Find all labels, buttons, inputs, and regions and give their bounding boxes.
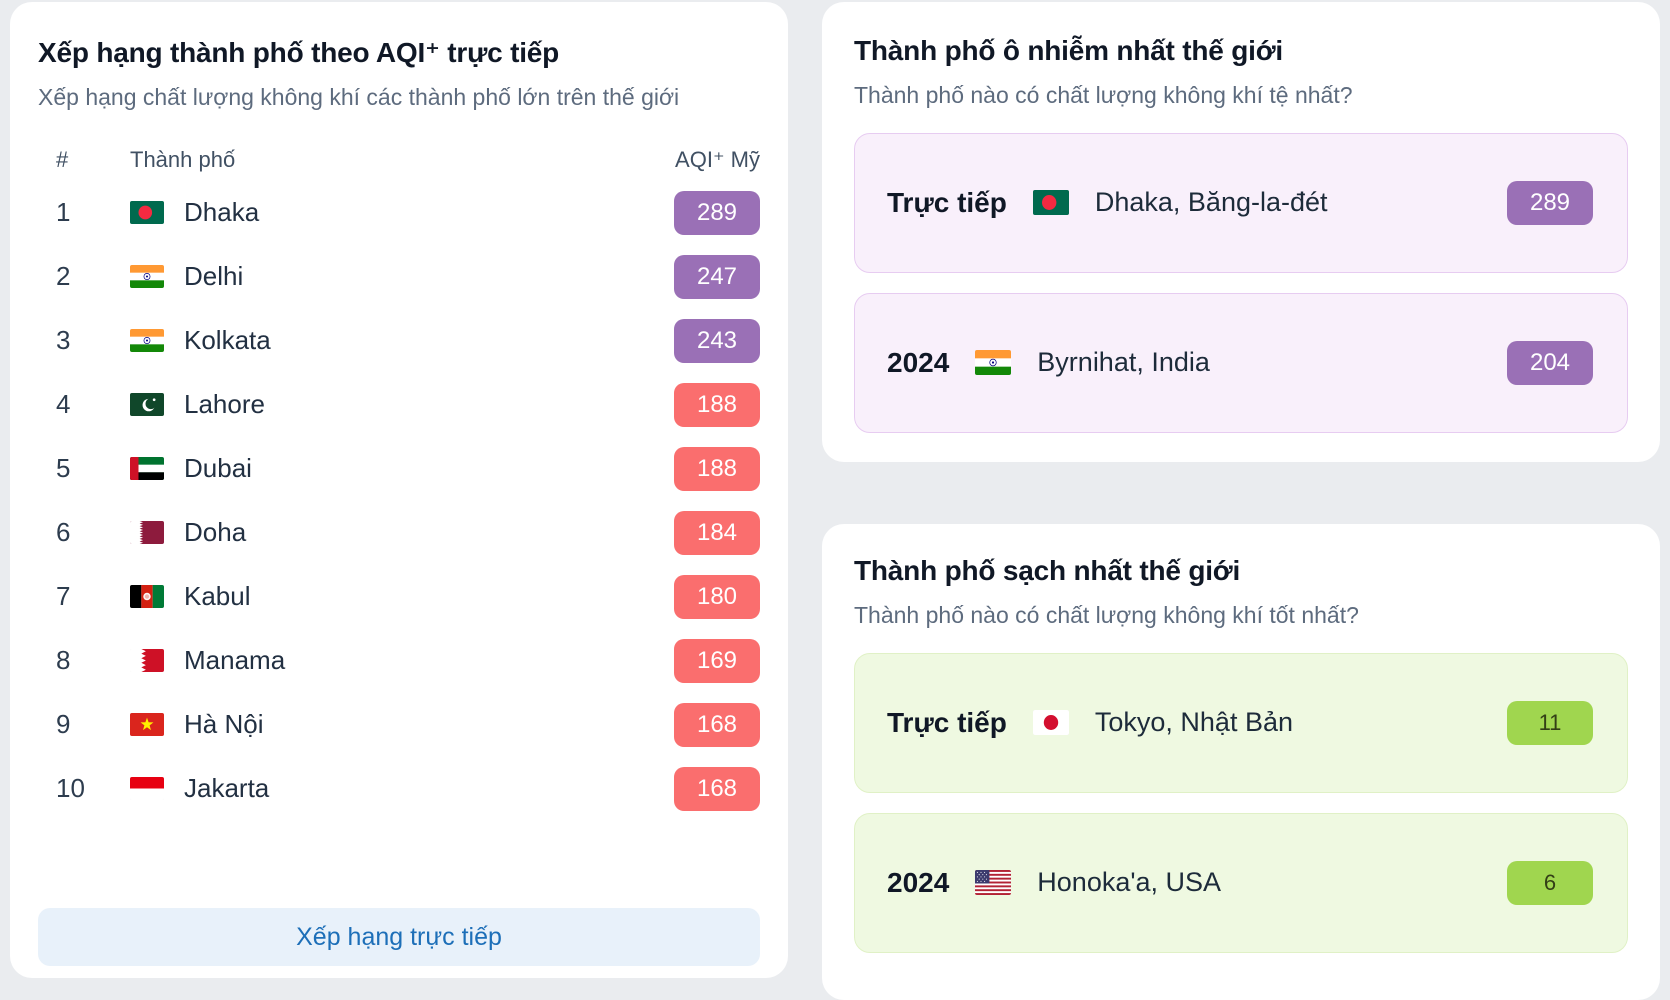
most-polluted-panel: Thành phố ô nhiễm nhất thế giới Thành ph…: [822, 2, 1660, 462]
row-city: Kabul: [184, 581, 251, 612]
card-label: Trực tiếp: [887, 706, 1007, 738]
page-subtitle: Xếp hạng chất lượng không khí các thành …: [38, 83, 680, 110]
row-rank: 1: [56, 197, 71, 228]
ranking-row[interactable]: 3 Kolkata 243: [38, 309, 760, 373]
row-city: Manama: [184, 645, 286, 676]
cleanest-cards: Trực tiếp Tokyo, Nhật Bản 11 2024 Honoka'a, …: [854, 652, 1628, 953]
aqi-badge: 184: [674, 510, 760, 555]
table-header: # Thành phố AQI⁺ Mỹ: [38, 147, 760, 173]
column-header-rank: #: [56, 146, 69, 172]
card-city: Byrnihat, India: [1037, 347, 1210, 378]
ranking-row[interactable]: 5 Dubai 188: [38, 437, 760, 501]
ranking-rows: 1 Dhaka 289 2 Delhi 247 3 Kolkata 243 4 Lahore 188 5…: [38, 181, 760, 821]
live-ranking-link[interactable]: Xếp hạng trực tiếp: [38, 908, 760, 966]
flag-bh-icon: [130, 649, 164, 673]
ranking-row[interactable]: 2 Delhi 247: [38, 245, 760, 309]
aqi-badge: 168: [674, 702, 760, 747]
ranking-row[interactable]: 9 Hà Nội 168: [38, 693, 760, 757]
row-city: Dhaka: [184, 197, 260, 228]
row-city: Hà Nội: [184, 709, 264, 740]
row-city: Doha: [184, 517, 247, 548]
row-rank: 6: [56, 517, 71, 548]
flag-vn-icon: [130, 713, 164, 737]
row-city: Dubai: [184, 453, 252, 484]
aqi-badge: 243: [674, 318, 760, 363]
flag-jp-icon: [1032, 710, 1069, 736]
flag-in-icon: [130, 265, 164, 289]
aqi-badge: 11: [1507, 700, 1593, 745]
card-city: Tokyo, Nhật Bản: [1094, 707, 1293, 738]
flag-qa-icon: [130, 521, 164, 545]
cleanest-panel: Thành phố sạch nhất thế giới Thành phố n…: [822, 524, 1660, 1000]
most-polluted-cards: Trực tiếp Dhaka, Băng-la-đét 289 2024 Byrnih…: [854, 132, 1628, 433]
flag-bd-icon: [130, 201, 164, 225]
aqi-badge: 169: [674, 638, 760, 683]
flag-us-icon: [975, 870, 1012, 896]
row-rank: 7: [56, 581, 71, 612]
page-title: Xếp hạng thành phố theo AQI⁺ trực tiếp: [38, 37, 560, 68]
column-header-aqi: AQI⁺ Mỹ: [675, 146, 760, 172]
aqi-badge: 289: [674, 190, 760, 235]
ranking-row[interactable]: 1 Dhaka 289: [38, 181, 760, 245]
aqi-badge: 188: [674, 382, 760, 427]
card-label: 2024: [887, 866, 950, 898]
flag-pk-icon: [130, 393, 164, 417]
flag-in-icon: [975, 350, 1012, 376]
flag-bd-icon: [1032, 190, 1069, 216]
card-city: Dhaka, Băng-la-đét: [1094, 187, 1328, 218]
row-rank: 2: [56, 261, 71, 292]
aqi-card[interactable]: Trực tiếp Tokyo, Nhật Bản 11: [854, 652, 1628, 793]
row-rank: 5: [56, 453, 71, 484]
flag-af-icon: [130, 585, 164, 609]
ranking-row[interactable]: 4 Lahore 188: [38, 373, 760, 437]
row-city: Delhi: [184, 261, 244, 292]
row-city: Kolkata: [184, 325, 271, 356]
aqi-card[interactable]: 2024 Byrnihat, India 204: [854, 292, 1628, 433]
card-label: 2024: [887, 346, 950, 378]
aqi-card[interactable]: 2024 Honoka'a, USA 6: [854, 812, 1628, 953]
flag-id-icon: [130, 777, 164, 801]
aqi-badge: 168: [674, 766, 760, 811]
row-rank: 3: [56, 325, 71, 356]
most-polluted-subtitle: Thành phố nào có chất lượng không khí tệ…: [854, 81, 1353, 108]
card-label: Trực tiếp: [887, 186, 1007, 218]
column-header-city: Thành phố: [130, 146, 236, 172]
row-city: Jakarta: [184, 773, 270, 804]
row-rank: 10: [56, 773, 85, 804]
aqi-badge: 204: [1507, 340, 1593, 385]
aqi-badge: 289: [1507, 180, 1593, 225]
row-rank: 4: [56, 389, 71, 420]
row-city: Lahore: [184, 389, 265, 420]
aqi-badge: 247: [674, 254, 760, 299]
aqi-badge: 6: [1507, 860, 1593, 905]
ranking-row[interactable]: 7 Kabul 180: [38, 565, 760, 629]
aqi-badge: 188: [674, 446, 760, 491]
cleanest-subtitle: Thành phố nào có chất lượng không khí tố…: [854, 601, 1359, 628]
flag-in-icon: [130, 329, 164, 353]
row-rank: 9: [56, 709, 71, 740]
ranking-row[interactable]: 10 Jakarta 168: [38, 757, 760, 821]
most-polluted-title: Thành phố ô nhiễm nhất thế giới: [854, 35, 1284, 66]
live-ranking-panel: Xếp hạng thành phố theo AQI⁺ trực tiếp X…: [10, 2, 788, 978]
row-rank: 8: [56, 645, 71, 676]
ranking-row[interactable]: 6 Doha 184: [38, 501, 760, 565]
cleanest-title: Thành phố sạch nhất thế giới: [854, 555, 1241, 586]
aqi-card[interactable]: Trực tiếp Dhaka, Băng-la-đét 289: [854, 132, 1628, 273]
card-city: Honoka'a, USA: [1037, 867, 1222, 898]
flag-ae-icon: [130, 457, 164, 481]
ranking-row[interactable]: 8 Manama 169: [38, 629, 760, 693]
aqi-badge: 180: [674, 574, 760, 619]
